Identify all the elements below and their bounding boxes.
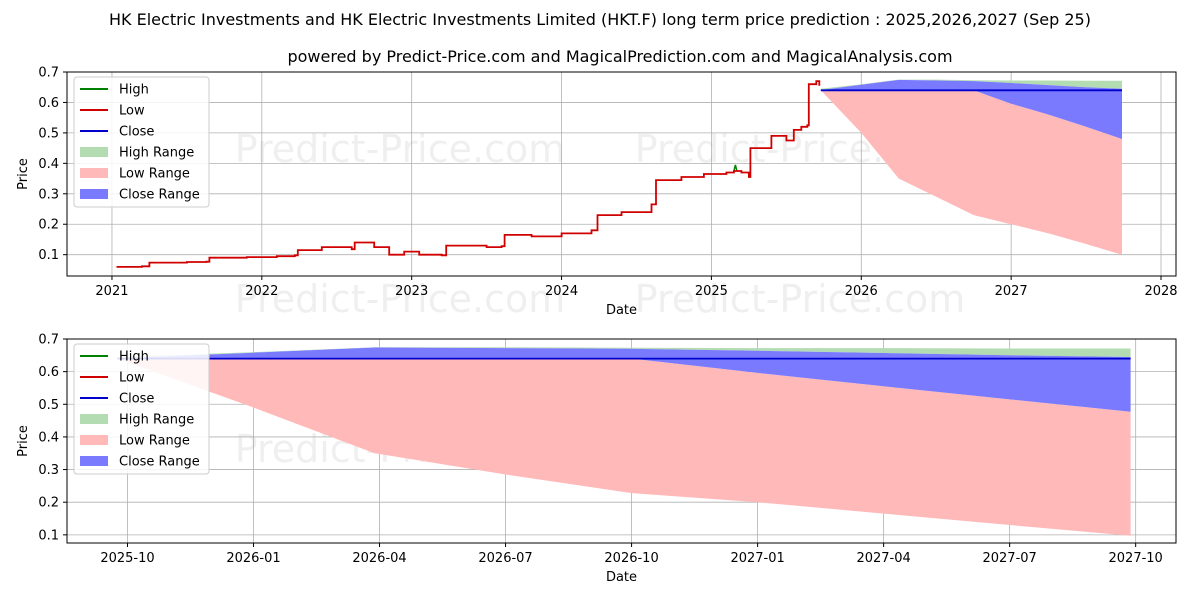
x-tick-label: 2028 xyxy=(1144,284,1177,299)
x-tick-label: 2026-10 xyxy=(604,551,658,566)
legend-label-low: Low xyxy=(119,371,145,386)
x-axis-label: Date xyxy=(606,303,637,318)
legend-label-low-range: Low Range xyxy=(119,167,190,182)
y-tick-label: 0.7 xyxy=(38,66,59,81)
x-tick-label: 2024 xyxy=(545,284,578,299)
x-tick-label: 2026-04 xyxy=(352,551,406,566)
low-range-band xyxy=(820,90,1122,255)
low-range-band xyxy=(117,358,1131,536)
legend-label-low: Low xyxy=(119,104,145,119)
close-range-band xyxy=(117,347,1131,412)
chart-title: HK Electric Investments and HK Electric … xyxy=(109,10,1091,29)
y-axis-label: Price xyxy=(16,158,31,190)
legend-label-high-range: High Range xyxy=(119,413,194,428)
x-axis-label: Date xyxy=(606,570,637,585)
close-range-band xyxy=(820,79,1122,139)
x-tick-label: 2025-10 xyxy=(100,551,154,566)
low-series-line xyxy=(116,80,821,268)
y-tick-label: 0.2 xyxy=(38,218,59,233)
chart-subtitle: powered by Predict-Price.com and Magical… xyxy=(287,47,952,66)
y-tick-label: 0.3 xyxy=(38,187,59,202)
x-tick-label: 2027-07 xyxy=(982,551,1036,566)
x-tick-label: 2027-01 xyxy=(730,551,784,566)
y-tick-label: 0.5 xyxy=(38,398,59,413)
legend: High Low Close High Range Low Range Close Ran… xyxy=(73,343,210,475)
y-tick-label: 0.1 xyxy=(38,528,59,543)
plot-frame xyxy=(66,71,1177,277)
plot-frame xyxy=(66,338,1177,544)
plot-area xyxy=(116,79,1122,268)
x-tick-label: 2026 xyxy=(845,284,878,299)
y-tick-label: 0.4 xyxy=(38,430,59,445)
legend: High Low Close High Range Low Range Close Ran… xyxy=(73,76,210,208)
top-chart: Predict-Price.com Predict-Price.com Predic… xyxy=(16,66,1178,322)
y-tick-label: 0.6 xyxy=(38,96,59,111)
legend-swatch-low-range xyxy=(80,168,108,178)
y-tick-label: 0.6 xyxy=(38,365,59,380)
x-tick-label: 2026-07 xyxy=(478,551,532,566)
x-tick-label: 2026-01 xyxy=(226,551,280,566)
y-axis-label: Price xyxy=(16,425,31,457)
x-tick-label: 2021 xyxy=(95,284,128,299)
x-tick-label: 2027 xyxy=(995,284,1028,299)
y-tick-label: 0.7 xyxy=(38,333,59,348)
watermark: Predict-Price.com xyxy=(635,277,966,321)
bottom-chart: Predict-Price.comPredict-Price.com2025-1… xyxy=(16,333,1177,585)
plot-area xyxy=(117,347,1131,536)
legend-label-high: High xyxy=(119,83,149,98)
legend-label-close-range: Close Range xyxy=(119,455,200,470)
x-tick-label: 2022 xyxy=(245,284,278,299)
x-tick-label: 2027-10 xyxy=(1109,551,1163,566)
legend-swatch-close-range xyxy=(80,189,108,199)
legend-label-low-range: Low Range xyxy=(119,434,190,449)
y-tick-label: 0.4 xyxy=(38,157,59,172)
legend-swatch-close-range xyxy=(80,456,108,466)
legend-label-close: Close xyxy=(119,125,154,140)
legend-label-close: Close xyxy=(119,392,154,407)
legend-swatch-high-range xyxy=(80,414,108,424)
high-series-line xyxy=(733,164,738,172)
x-tick-label: 2025 xyxy=(695,284,728,299)
legend-label-high-range: High Range xyxy=(119,146,194,161)
x-tick-label: 2027-04 xyxy=(856,551,910,566)
legend-label-high: High xyxy=(119,350,149,365)
legend-swatch-high-range xyxy=(80,147,108,157)
y-tick-label: 0.5 xyxy=(38,126,59,141)
legend-label-close-range: Close Range xyxy=(119,188,200,203)
y-tick-label: 0.3 xyxy=(38,463,59,478)
legend-swatch-low-range xyxy=(80,435,108,445)
high-range-band xyxy=(117,347,1131,359)
y-tick-label: 0.1 xyxy=(38,248,59,263)
high-range-band xyxy=(820,79,1122,90)
watermark: Predict-Price.com xyxy=(235,277,566,321)
x-tick-label: 2023 xyxy=(395,284,428,299)
y-tick-label: 0.2 xyxy=(38,496,59,511)
watermark: Predict-Price.com xyxy=(235,127,566,171)
